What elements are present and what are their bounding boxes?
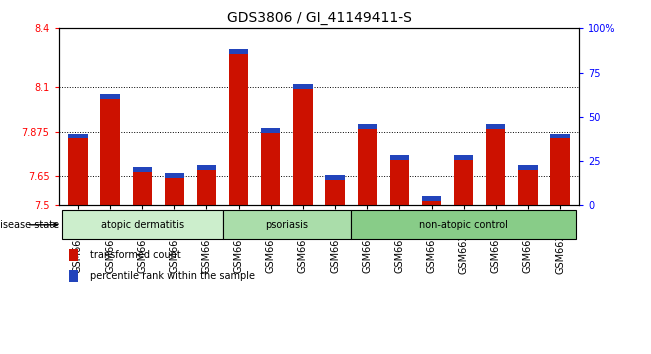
Bar	[357, 129, 377, 205]
Bar	[390, 155, 409, 160]
Bar	[261, 132, 281, 205]
Bar	[197, 165, 216, 170]
Bar	[551, 138, 570, 205]
Bar	[326, 175, 345, 180]
Bar	[100, 99, 120, 205]
Bar	[326, 180, 345, 205]
Text: disease state: disease state	[0, 220, 59, 230]
Bar	[293, 89, 312, 205]
Bar	[165, 178, 184, 205]
Bar	[68, 138, 87, 205]
Bar	[69, 249, 78, 261]
Text: percentile rank within the sample: percentile rank within the sample	[90, 271, 255, 281]
Bar	[551, 133, 570, 138]
Bar	[261, 128, 281, 132]
Bar	[518, 170, 538, 205]
Bar	[133, 172, 152, 205]
Bar	[486, 124, 505, 129]
Text: psoriasis: psoriasis	[266, 220, 309, 230]
Bar	[357, 124, 377, 129]
Bar	[165, 173, 184, 178]
Bar	[68, 133, 87, 138]
Bar	[133, 167, 152, 172]
Bar	[197, 170, 216, 205]
Text: non-atopic control: non-atopic control	[419, 220, 508, 230]
Bar	[454, 160, 473, 205]
Title: GDS3806 / GI_41149411-S: GDS3806 / GI_41149411-S	[227, 11, 411, 24]
Bar	[454, 155, 473, 160]
Bar	[422, 196, 441, 201]
Bar	[229, 54, 248, 205]
Bar	[422, 201, 441, 205]
Bar	[69, 270, 78, 282]
Text: transformed count: transformed count	[90, 250, 180, 260]
Text: atopic dermatitis: atopic dermatitis	[101, 220, 184, 230]
Bar	[293, 84, 312, 89]
FancyBboxPatch shape	[62, 210, 223, 239]
FancyBboxPatch shape	[351, 210, 576, 239]
Bar	[518, 165, 538, 170]
Bar	[390, 160, 409, 205]
Bar	[486, 129, 505, 205]
FancyBboxPatch shape	[223, 210, 351, 239]
Bar	[100, 94, 120, 99]
Bar	[229, 49, 248, 54]
